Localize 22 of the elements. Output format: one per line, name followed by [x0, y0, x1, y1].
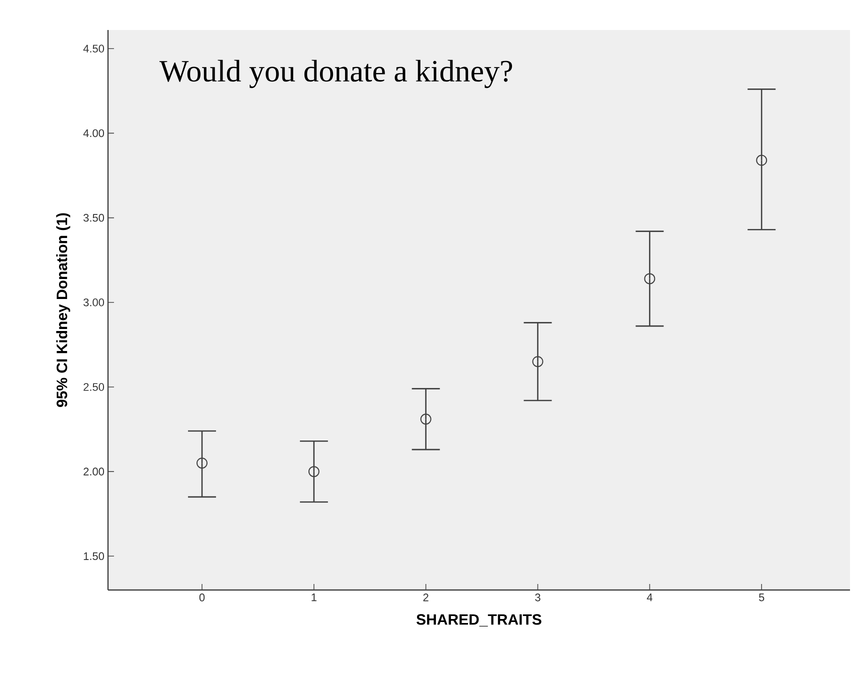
- y-tick-label: 1.50: [84, 552, 104, 560]
- y-tick-label: 3.00: [83, 298, 104, 306]
- x-tick-label: 5: [758, 594, 764, 602]
- x-tick-label: 4: [646, 594, 652, 602]
- x-tick-label: 1: [312, 594, 316, 602]
- x-axis-title: SHARED_TRAITS: [416, 614, 542, 626]
- point: [420, 414, 432, 425]
- x-tick-label: 0: [199, 594, 205, 602]
- point: [308, 466, 320, 478]
- point: [532, 356, 544, 368]
- point: [756, 154, 768, 166]
- y-tick-label: 3.50: [83, 214, 104, 222]
- y-tick-label: 2.00: [84, 468, 104, 476]
- text: Would you donate a kidney?: [159, 60, 512, 88]
- y-tick-label: 4.50: [83, 44, 104, 52]
- point: [644, 273, 656, 284]
- y-axis-title: 95% CI Kidney Donation (1): [56, 213, 70, 407]
- y-tick-label: 4.00: [83, 129, 104, 138]
- y-tick-label: 2.50: [84, 383, 104, 391]
- point: [196, 458, 208, 469]
- x-tick-label: 2: [423, 594, 428, 602]
- x-tick-label: 3: [535, 594, 540, 602]
